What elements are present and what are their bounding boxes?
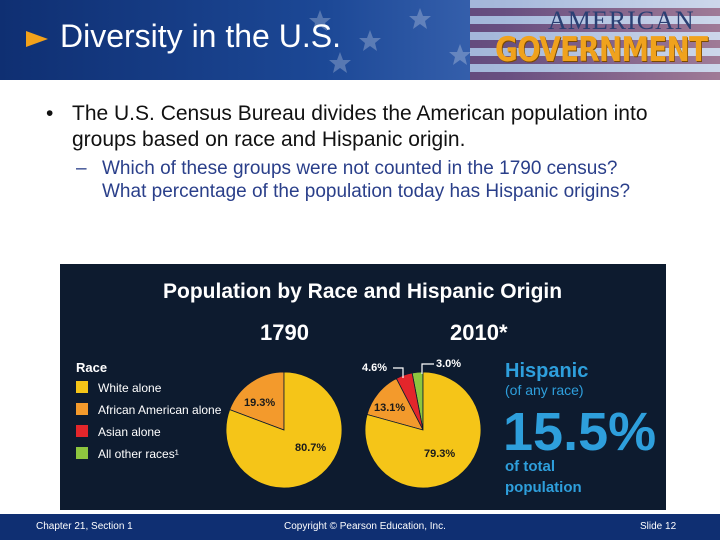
slice-1790-white bbox=[225, 371, 343, 489]
footer-slide-number: Slide 12 bbox=[640, 521, 677, 532]
label-2010-white: 79.3% bbox=[424, 448, 455, 460]
population-chart: Population by Race and Hispanic Origin 1… bbox=[60, 264, 666, 510]
pie-1790 bbox=[225, 371, 343, 489]
callout-any-race: (of any race) bbox=[505, 382, 584, 398]
bullet-dot-icon: • bbox=[46, 102, 54, 125]
callout-population: population bbox=[505, 479, 582, 496]
chart-title: Population by Race and Hispanic Origin bbox=[163, 280, 562, 303]
legend: White alone African American alone Asian… bbox=[76, 381, 222, 461]
sub-bullet-text: Which of these groups were not counted i… bbox=[102, 158, 631, 202]
label-2010-african-american: 13.1% bbox=[374, 402, 405, 414]
legend-label-white: White alone bbox=[98, 381, 162, 395]
callout-hispanic: Hispanic bbox=[505, 360, 588, 382]
logo-american: AMERICAN bbox=[548, 6, 695, 35]
label-2010-other: 3.0% bbox=[436, 358, 461, 370]
stripes-decoration bbox=[470, 0, 720, 80]
slide-title: Diversity in the U.S. bbox=[60, 18, 341, 54]
legend-swatch-other bbox=[76, 447, 88, 459]
callout-of-total: of total bbox=[505, 458, 555, 475]
callout-value: 15.5% bbox=[503, 402, 656, 462]
sub-bullet-dash-icon: – bbox=[76, 158, 87, 179]
logo-government: GOVERNMENT bbox=[495, 30, 708, 70]
leader-line-asian bbox=[393, 367, 404, 378]
label-1790-african-american: 19.3% bbox=[244, 397, 275, 409]
footer-chapter: Chapter 21, Section 1 bbox=[36, 521, 133, 532]
pie-2010 bbox=[364, 371, 482, 489]
leader-line-other bbox=[421, 363, 434, 374]
label-1790-white: 80.7% bbox=[295, 442, 326, 454]
legend-label-other: All other races¹ bbox=[98, 447, 179, 461]
chart-svg: Population by Race and Hispanic Origin 1… bbox=[76, 280, 656, 496]
title-bar: Diversity in the U.S. AMERICAN GOVERNMEN… bbox=[0, 0, 720, 80]
legend-swatch-white bbox=[76, 381, 88, 393]
label-2010-asian: 4.6% bbox=[362, 362, 387, 374]
stars-decoration bbox=[309, 8, 471, 73]
hispanic-callout: Hispanic (of any race) 15.5% of total po… bbox=[503, 360, 656, 496]
slice-2010-white bbox=[364, 371, 482, 489]
slice-1790-african-american bbox=[229, 371, 285, 431]
main-bullet-text: The U.S. Census Bureau divides the Ameri… bbox=[72, 102, 648, 151]
series-label-2010: 2010* bbox=[450, 320, 508, 345]
legend-label-asian: Asian alone bbox=[98, 425, 161, 439]
title-arrow-icon bbox=[26, 31, 48, 47]
legend-title: Race bbox=[76, 360, 107, 375]
footer-bar: Chapter 21, Section 1 Copyright © Pearso… bbox=[0, 514, 720, 540]
legend-swatch-african-american bbox=[76, 403, 88, 415]
footer-copyright: Copyright © Pearson Education, Inc. bbox=[284, 521, 446, 532]
legend-swatch-asian bbox=[76, 425, 88, 437]
series-label-1790: 1790 bbox=[260, 320, 309, 345]
legend-label-african-american: African American alone bbox=[98, 403, 222, 417]
